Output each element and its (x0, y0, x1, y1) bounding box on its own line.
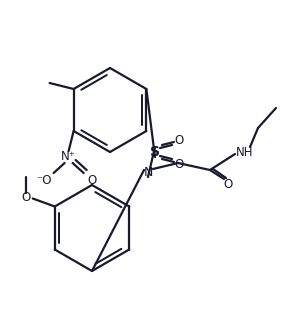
Text: N: N (143, 165, 153, 179)
Text: O: O (21, 191, 30, 204)
Text: N⁺: N⁺ (61, 150, 76, 163)
Text: O: O (174, 133, 184, 146)
Text: ⁻O: ⁻O (36, 174, 51, 187)
Text: S: S (150, 145, 160, 159)
Text: NH: NH (236, 146, 254, 159)
Text: O: O (174, 157, 184, 170)
Text: O: O (223, 178, 233, 191)
Text: O: O (87, 174, 96, 187)
